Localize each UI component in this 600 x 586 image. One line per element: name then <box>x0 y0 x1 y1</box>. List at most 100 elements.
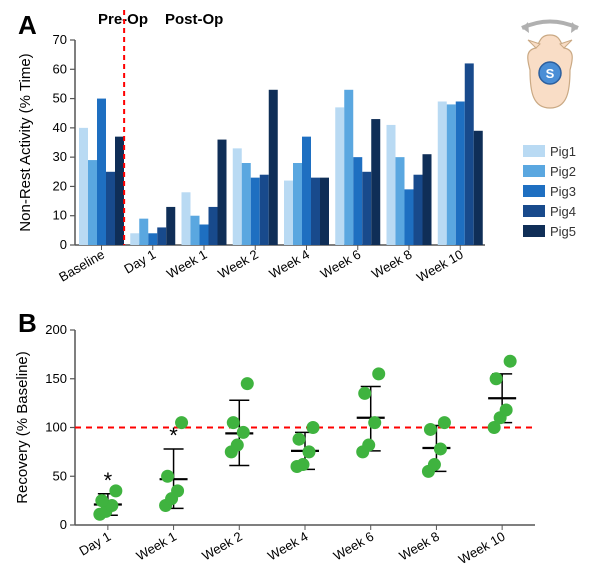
panelA-xticklabel: Week 8 <box>369 247 414 282</box>
panelA-yticklabel: 20 <box>53 178 67 193</box>
bar <box>130 233 139 245</box>
panelB-yticklabel: 150 <box>45 371 67 386</box>
data-point <box>161 470 174 483</box>
legend-swatch <box>523 205 545 217</box>
bar <box>182 192 191 245</box>
data-point <box>297 458 310 471</box>
legend-swatch <box>523 225 545 237</box>
panelA-xticklabel: Week 2 <box>215 247 260 282</box>
bar <box>474 131 483 245</box>
legend-swatch <box>523 145 545 157</box>
panelB-yticklabel: 0 <box>60 517 67 532</box>
bar <box>157 227 166 245</box>
legend-label: Pig1 <box>550 144 576 159</box>
significance-marker: * <box>104 468 113 493</box>
panelA-yticklabel: 40 <box>53 120 67 135</box>
motion-arrow-head <box>522 22 529 33</box>
bar <box>405 189 414 245</box>
bar <box>269 90 278 245</box>
bar <box>242 163 251 245</box>
bar <box>97 99 106 245</box>
panelA-yticklabel: 50 <box>53 91 67 106</box>
bar <box>414 175 423 245</box>
bar <box>362 172 371 245</box>
legend-label: Pig2 <box>550 164 576 179</box>
data-point <box>303 445 316 458</box>
bar <box>396 157 405 245</box>
panelB-xticklabel: Week 6 <box>331 529 376 564</box>
data-point <box>241 377 254 390</box>
panel-b-label: B <box>18 308 37 338</box>
bar <box>456 102 465 246</box>
significance-marker: * <box>169 423 178 448</box>
bar <box>251 178 260 245</box>
panelB-yticklabel: 100 <box>45 420 67 435</box>
data-point <box>490 372 503 385</box>
panelB-xticklabel: Week 2 <box>199 529 244 564</box>
bar <box>284 181 293 245</box>
panelA-xticklabel: Week 4 <box>267 247 312 282</box>
bar <box>209 207 218 245</box>
bar <box>293 163 302 245</box>
bar <box>191 216 200 245</box>
bar <box>438 102 447 246</box>
bar <box>218 140 227 245</box>
data-point <box>171 484 184 497</box>
postop-label: Post-Op <box>165 11 223 28</box>
panelA-yticklabel: 30 <box>53 149 67 164</box>
bar <box>447 104 456 245</box>
data-point <box>362 439 375 452</box>
bar <box>302 137 311 245</box>
panelA-xticklabel: Day 1 <box>121 247 158 277</box>
panelB-xticklabel: Week 8 <box>396 529 441 564</box>
data-point <box>428 458 441 471</box>
panelA-yticklabel: 0 <box>60 237 67 252</box>
panelA-xticklabel: Baseline <box>56 247 107 285</box>
legend-label: Pig3 <box>550 184 576 199</box>
data-point <box>95 494 108 507</box>
motion-arrow <box>522 22 578 29</box>
data-point <box>500 403 513 416</box>
motion-arrow-head <box>571 22 578 33</box>
data-point <box>434 442 447 455</box>
legend-label: Pig4 <box>550 204 576 219</box>
bar <box>233 148 242 245</box>
panelB-xticklabel: Day 1 <box>76 529 113 559</box>
bar <box>465 63 474 245</box>
panelB-yticklabel: 200 <box>45 322 67 337</box>
data-point <box>438 416 451 429</box>
data-point <box>368 416 381 429</box>
data-point <box>424 423 437 436</box>
panelA-yticklabel: 10 <box>53 208 67 223</box>
legend-label: Pig5 <box>550 224 576 239</box>
bar <box>371 119 380 245</box>
bar <box>79 128 88 245</box>
panelA-yticklabel: 70 <box>53 32 67 47</box>
panelA-ylabel: Non-Rest Activity (% Time) <box>17 53 34 231</box>
data-point <box>372 367 385 380</box>
bar <box>200 225 209 246</box>
data-point <box>231 439 244 452</box>
bar <box>88 160 97 245</box>
panelA-yticklabel: 60 <box>53 61 67 76</box>
bar <box>353 157 362 245</box>
preop-label: Pre-Op <box>98 11 148 28</box>
data-point <box>504 355 517 368</box>
bar <box>423 154 432 245</box>
bar <box>260 175 269 245</box>
panelB-ylabel: Recovery (% Baseline) <box>14 351 31 504</box>
bar <box>311 178 320 245</box>
bar <box>335 107 344 245</box>
data-point <box>358 387 371 400</box>
panelB-xticklabel: Week 1 <box>134 529 179 564</box>
bar <box>115 137 124 245</box>
data-point <box>227 416 240 429</box>
data-point <box>237 426 250 439</box>
sensor-label: S <box>546 66 555 81</box>
bar <box>106 172 115 245</box>
data-point <box>307 421 320 434</box>
legend-swatch <box>523 185 545 197</box>
legend-swatch <box>523 165 545 177</box>
bar <box>387 125 396 245</box>
panelA-xticklabel: Week 10 <box>414 247 466 286</box>
